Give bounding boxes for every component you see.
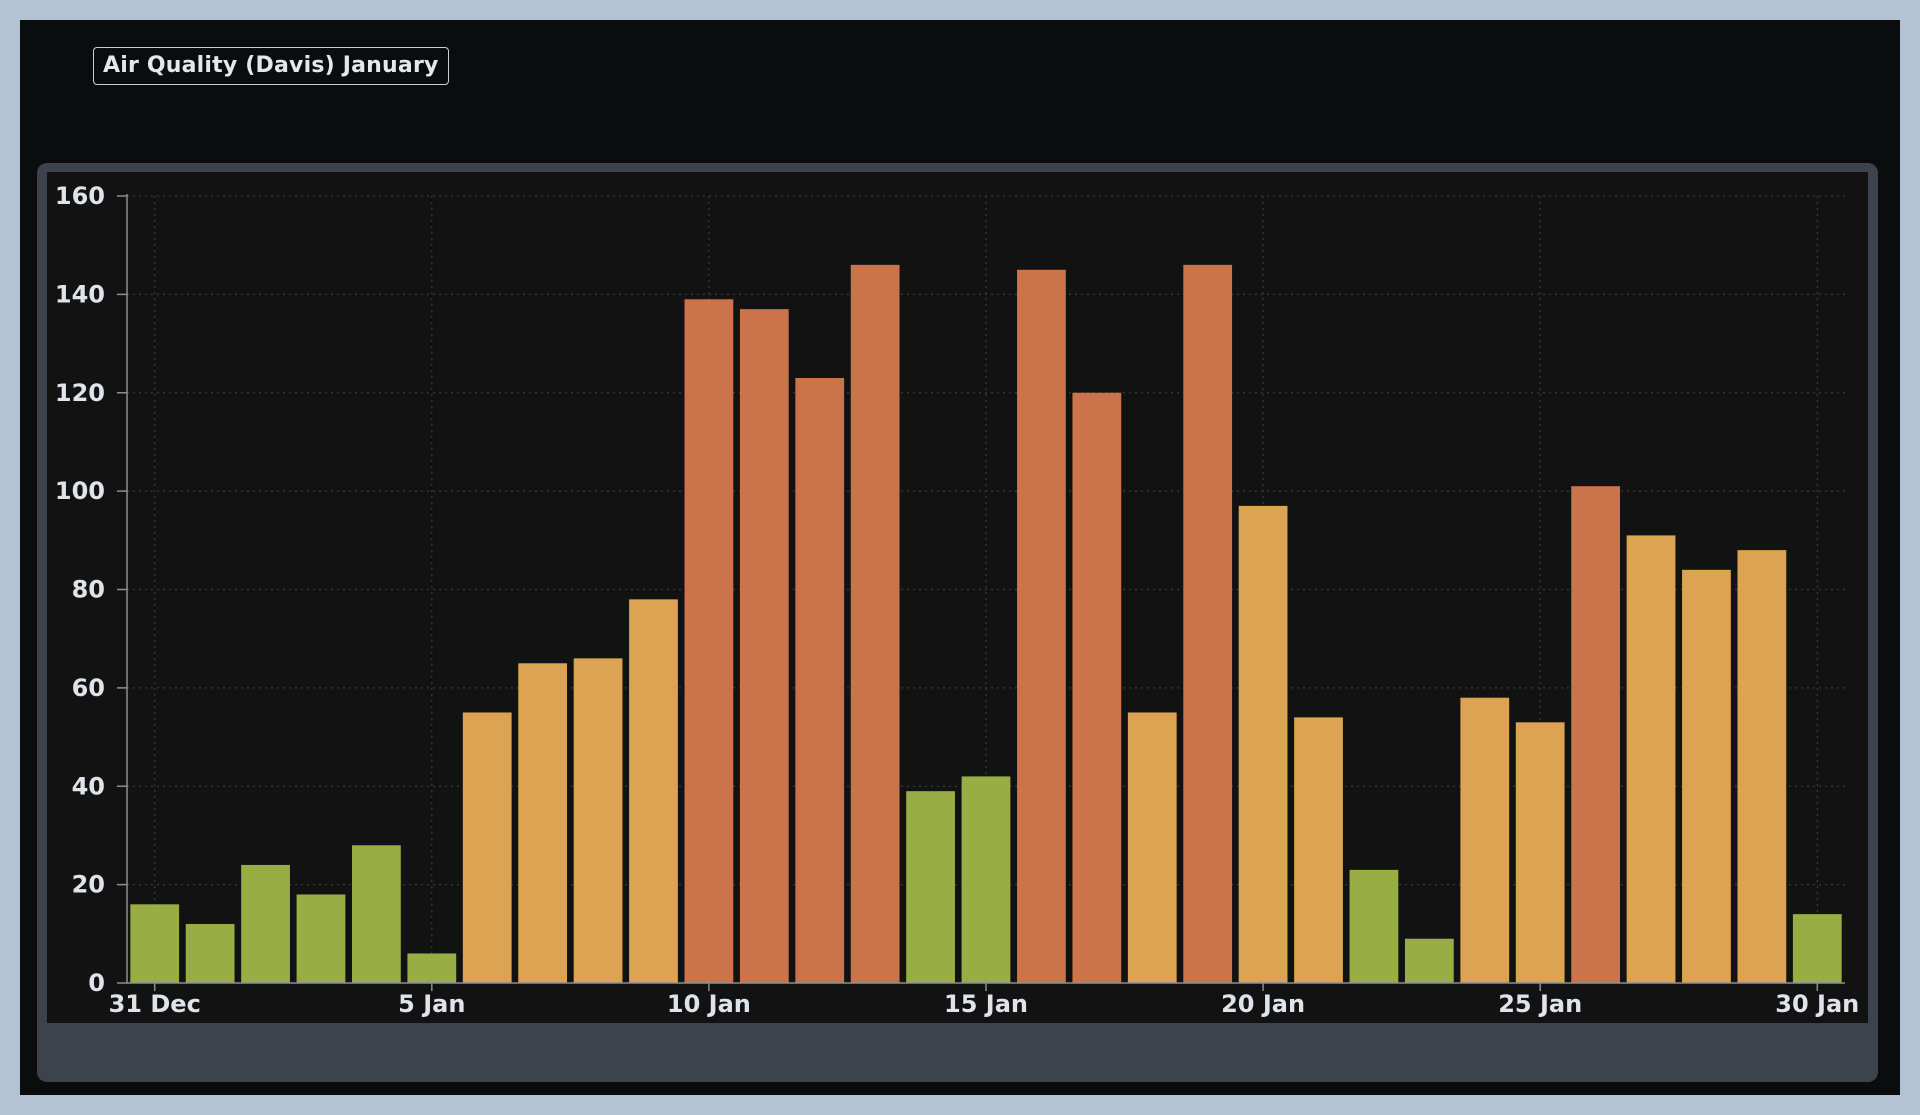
bar-28-jan <box>1682 569 1731 983</box>
y-tick-label: 160 <box>55 182 105 210</box>
bar-2-jan <box>241 864 290 983</box>
bar-3-jan <box>296 894 346 983</box>
bar-chart: 0 20 40 60 80 100 120 140 160 31 Dec 5 Jan 10 Jan 15… <box>55 182 1859 1018</box>
x-tick-label: 5 Jan <box>398 990 465 1018</box>
bar-31-dec <box>130 904 180 983</box>
chart-frame: 0 20 40 60 80 100 120 140 160 31 Dec 5 Jan 10 Jan 15… <box>37 163 1878 1082</box>
bar-20-jan <box>1238 505 1288 983</box>
y-tick-label: 80 <box>72 576 105 604</box>
bar-10-jan <box>684 299 734 983</box>
bar-14-jan <box>906 791 955 983</box>
bar-27-jan <box>1626 535 1676 983</box>
x-tick-label: 15 Jan <box>944 990 1028 1018</box>
y-tick-label: 100 <box>55 477 105 505</box>
dashboard-panel: Air Quality (Davis) January 0 20 40 60 80 100… <box>20 20 1900 1095</box>
bar-24-jan <box>1460 697 1510 983</box>
bar-29-jan <box>1737 550 1787 983</box>
y-tick-label: 40 <box>72 772 105 800</box>
x-tick-label: 30 Jan <box>1775 990 1859 1018</box>
bar-15-jan <box>961 776 1011 983</box>
y-tick-label: 20 <box>72 871 105 899</box>
bar-25-jan <box>1515 722 1565 983</box>
bar-21-jan <box>1294 717 1343 983</box>
bar-4-jan <box>352 845 401 983</box>
y-tick-label: 0 <box>88 969 105 997</box>
bar-16-jan <box>1017 269 1066 983</box>
bar-9-jan <box>629 599 678 983</box>
bar-17-jan <box>1072 392 1122 983</box>
chart-area: 0 20 40 60 80 100 120 140 160 31 Dec 5 Jan 10 Jan 15… <box>47 172 1868 1023</box>
bar-8-jan <box>573 658 623 983</box>
bar-22-jan <box>1349 869 1399 983</box>
chart-title[interactable]: Air Quality (Davis) January <box>93 47 449 85</box>
x-tick-label: 31 Dec <box>109 990 201 1018</box>
x-tick-label: 10 Jan <box>667 990 751 1018</box>
y-tick-label: 60 <box>72 674 105 702</box>
x-tick-label: 20 Jan <box>1221 990 1305 1018</box>
bar-19-jan <box>1183 264 1233 983</box>
bar-1-jan <box>185 923 235 983</box>
bar-7-jan <box>518 663 568 983</box>
bar-23-jan <box>1404 938 1454 983</box>
bar-12-jan <box>795 377 845 983</box>
bar-26-jan <box>1571 486 1620 983</box>
bar-30-jan <box>1792 914 1842 983</box>
bar-18-jan <box>1127 712 1177 983</box>
bar-5-jan <box>407 953 457 983</box>
bar-11-jan <box>739 309 789 984</box>
y-tick-label: 140 <box>55 280 105 308</box>
bar-13-jan <box>850 264 900 983</box>
x-tick-label: 25 Jan <box>1498 990 1582 1018</box>
y-tick-label: 120 <box>55 379 105 407</box>
bar-6-jan <box>462 712 512 983</box>
